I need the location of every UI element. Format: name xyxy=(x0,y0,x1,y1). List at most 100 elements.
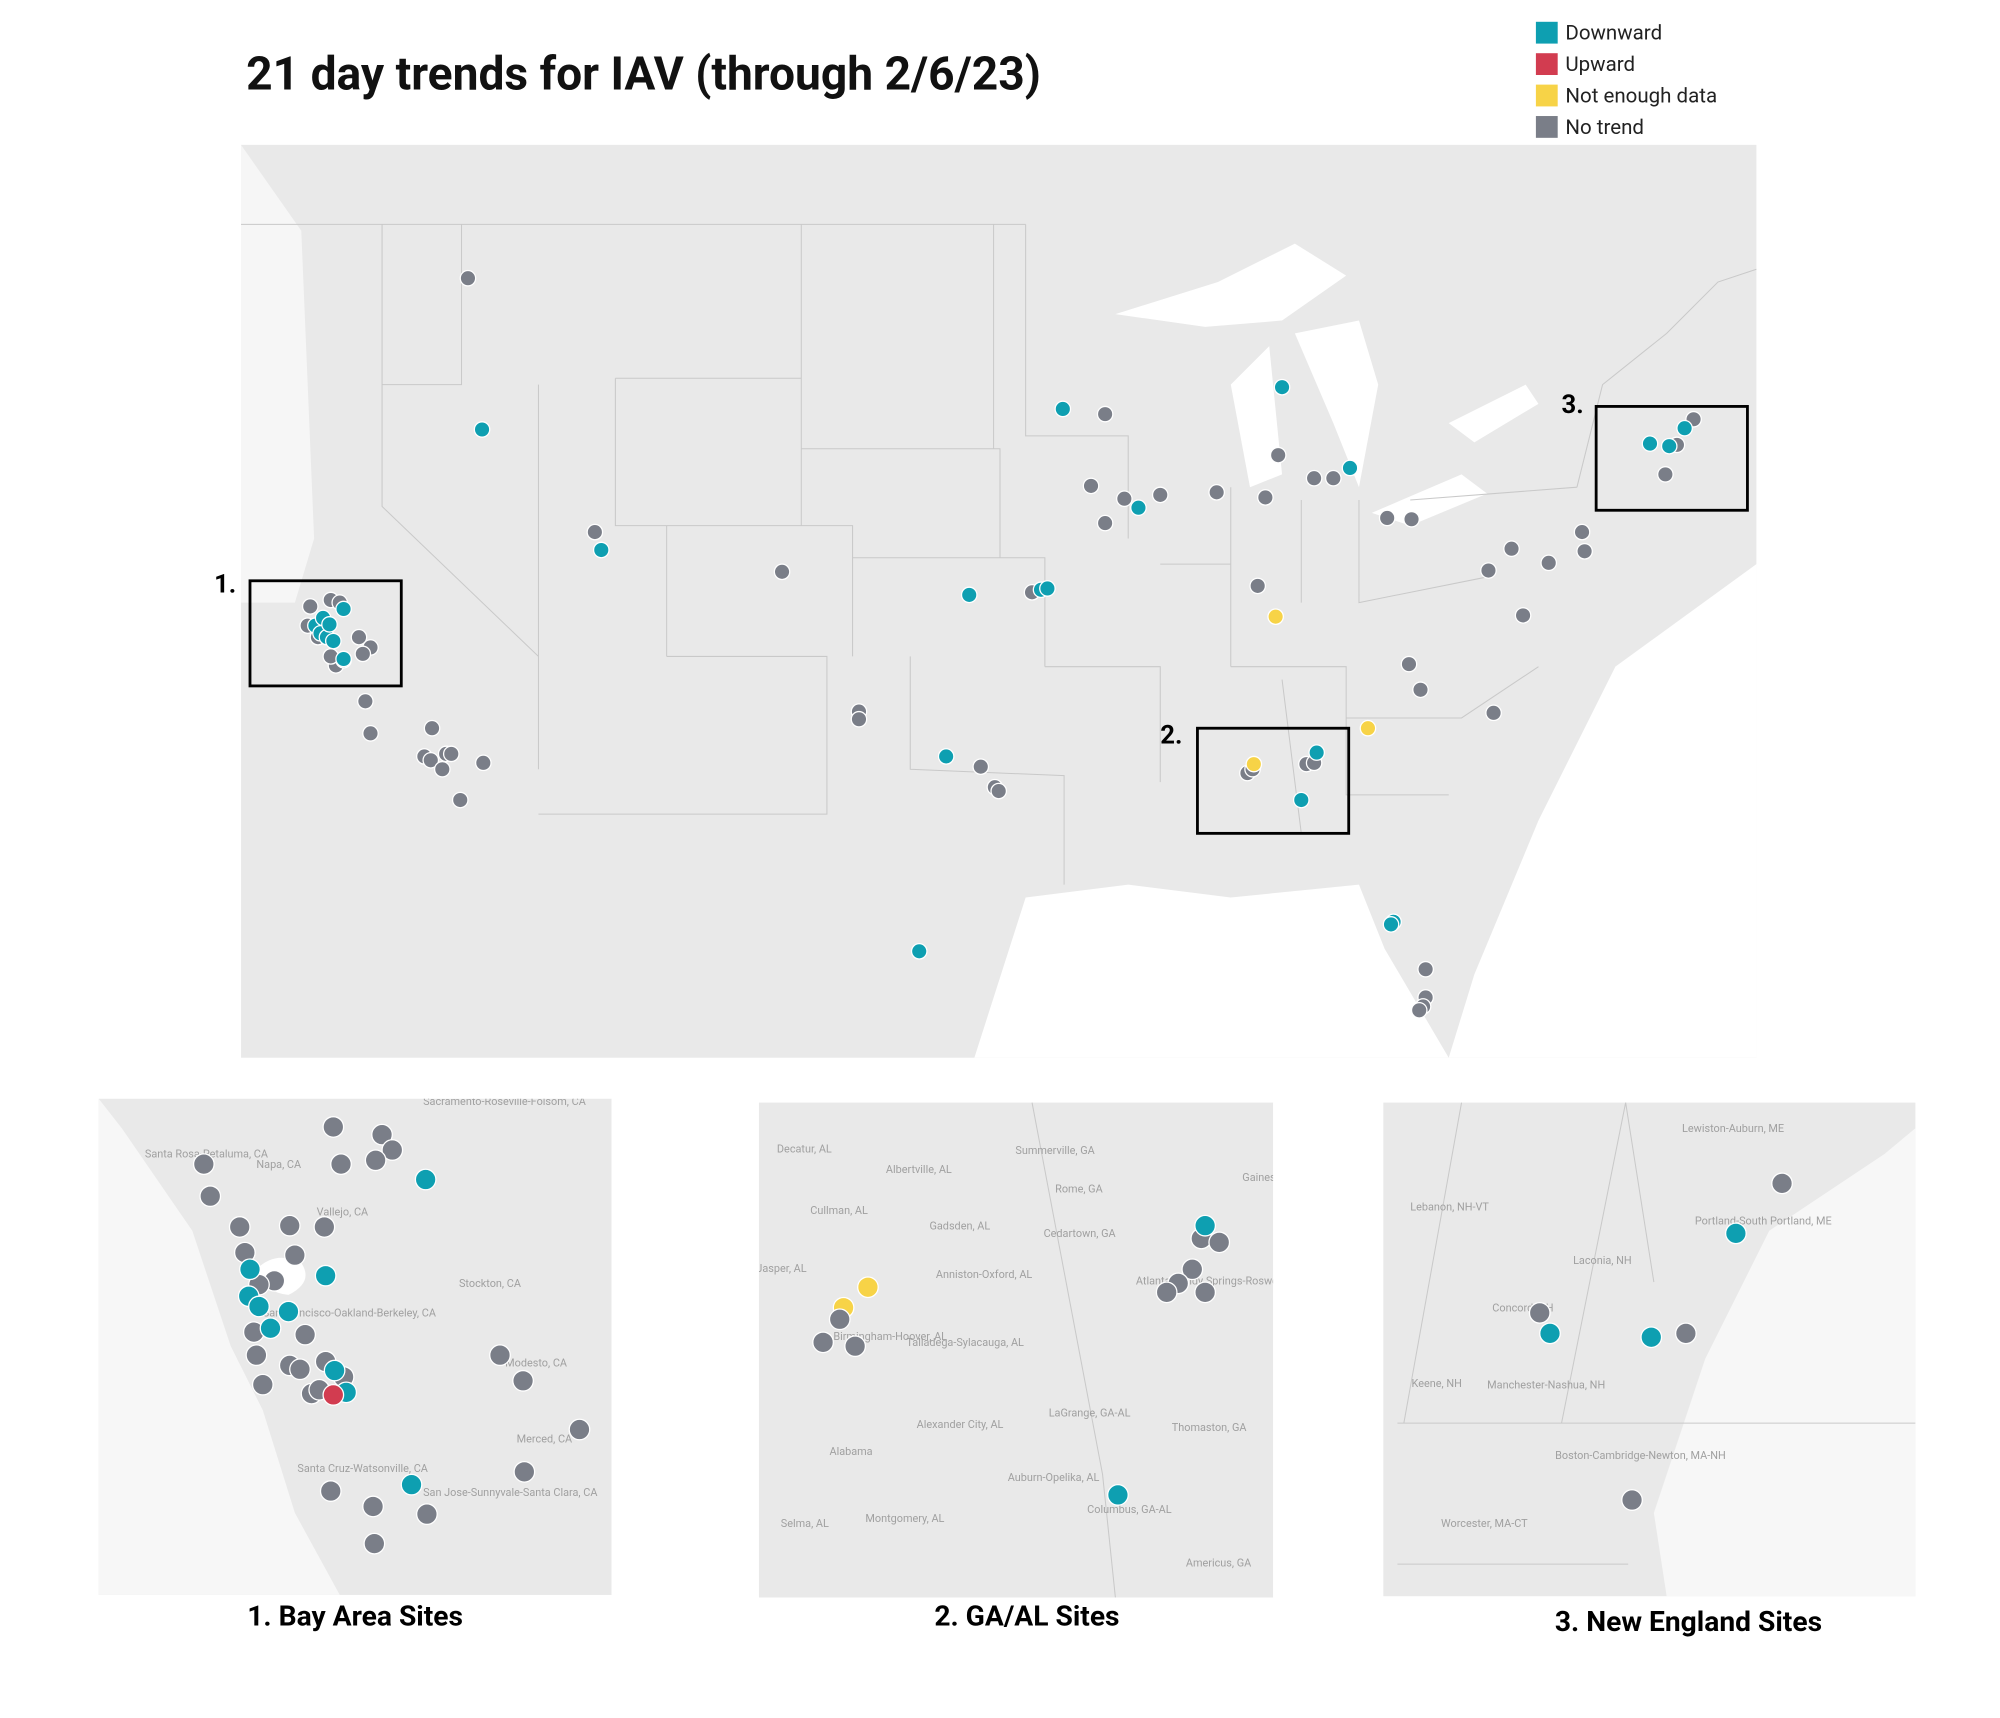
site-marker xyxy=(1208,1231,1231,1254)
site-marker xyxy=(1292,791,1310,809)
site-marker xyxy=(278,1214,301,1237)
place-label: Rome, GA xyxy=(1055,1182,1103,1195)
site-marker xyxy=(1503,540,1520,558)
site-marker xyxy=(259,1317,282,1340)
site-marker xyxy=(489,1344,511,1367)
site-marker xyxy=(1725,1222,1747,1245)
place-label: Vallejo, CA xyxy=(317,1205,368,1218)
site-marker xyxy=(322,1384,345,1406)
site-marker xyxy=(1514,607,1532,624)
site-marker xyxy=(1657,466,1674,483)
site-marker xyxy=(245,1344,268,1367)
site-marker xyxy=(586,523,604,541)
place-label: San Francisco-Oakland-Berkeley, CA xyxy=(263,1307,436,1320)
site-marker xyxy=(192,1153,215,1176)
ocean xyxy=(98,1098,340,1595)
pacific-water xyxy=(241,144,315,603)
place-label: Manchester-Nashua, NH xyxy=(1487,1379,1605,1392)
great-lakes xyxy=(1115,243,1539,526)
site-marker xyxy=(251,1373,274,1396)
site-marker xyxy=(422,751,440,769)
place-label: Americus, GA xyxy=(1186,1557,1251,1570)
site-marker xyxy=(568,1418,591,1441)
place-label: Napa, CA xyxy=(256,1158,301,1171)
site-marker xyxy=(1308,744,1325,761)
place-label: Gadsden, AL xyxy=(929,1220,990,1233)
site-marker xyxy=(451,791,469,809)
place-label: Cedartown, GA xyxy=(1044,1227,1116,1240)
place-label: Santa Cruz-Watsonville, CA xyxy=(297,1462,427,1475)
site-marker xyxy=(1641,435,1659,452)
site-marker xyxy=(283,1244,306,1267)
site-marker xyxy=(1410,1001,1428,1019)
site-marker xyxy=(910,942,928,960)
site-marker xyxy=(442,745,460,763)
site-marker xyxy=(1151,486,1169,504)
region-label: 3. xyxy=(1562,390,1584,420)
site-marker xyxy=(1130,499,1147,517)
site-marker xyxy=(844,1335,867,1358)
gulf-water xyxy=(974,884,1449,1058)
place-label: Thomaston, GA xyxy=(1172,1421,1247,1434)
site-marker xyxy=(321,616,338,633)
site-marker xyxy=(513,1460,536,1483)
site-marker xyxy=(1382,916,1400,933)
site-marker xyxy=(1194,1214,1217,1237)
place-label: Decatur, AL xyxy=(777,1143,832,1156)
site-marker xyxy=(1480,562,1497,579)
site-marker xyxy=(357,692,374,710)
legend-swatch xyxy=(1535,84,1558,107)
place-label: LaGrange, GA-AL xyxy=(1049,1407,1131,1420)
site-marker xyxy=(1400,655,1418,673)
site-marker xyxy=(228,1216,251,1238)
site-marker xyxy=(1341,459,1359,477)
site-marker xyxy=(1359,719,1377,737)
site-marker xyxy=(400,1473,423,1496)
place-label: Worcester, MA-CT xyxy=(1441,1517,1528,1530)
site-marker xyxy=(1640,1326,1663,1349)
site-marker xyxy=(990,782,1008,800)
region-box xyxy=(248,579,403,688)
site-marker xyxy=(335,600,352,618)
atlantic-water xyxy=(1448,564,1757,1058)
site-marker xyxy=(1540,554,1558,572)
site-marker xyxy=(294,1323,317,1346)
site-marker xyxy=(330,1153,352,1176)
site-marker xyxy=(1660,437,1678,455)
place-label: Auburn-Opelika, AL xyxy=(1008,1471,1100,1484)
site-marker xyxy=(381,1139,404,1161)
site-marker xyxy=(335,650,352,668)
site-marker xyxy=(322,1116,345,1138)
region-label: 2. xyxy=(1160,721,1182,751)
site-marker xyxy=(1107,1484,1129,1506)
main-map: 1. 2. 3. xyxy=(214,144,1757,1058)
site-marker xyxy=(1082,477,1100,495)
site-marker xyxy=(248,1295,270,1318)
site-marker xyxy=(475,754,492,772)
site-marker xyxy=(289,1358,311,1381)
place-label: Jasper, AL xyxy=(756,1262,806,1275)
place-label: Boston-Cambridge-Newton, MA-NH xyxy=(1555,1449,1726,1462)
site-marker xyxy=(773,563,791,581)
inset-title: 3. New England Sites xyxy=(1555,1605,1822,1638)
place-label: Columbus, GA-AL xyxy=(1087,1503,1172,1516)
site-marker xyxy=(459,269,477,287)
site-marker xyxy=(363,1532,386,1555)
inset-title: 1. Bay Area Sites xyxy=(247,1600,463,1633)
place-label: San Jose-Sunnyvale-Santa Clara, CA xyxy=(423,1486,597,1499)
place-label: Summerville, GA xyxy=(1015,1144,1094,1157)
title: 21 day trends for IAV (through 2/6/23) xyxy=(246,48,1041,102)
place-label: Merced, CA xyxy=(517,1432,572,1445)
legend-label: Downward xyxy=(1565,22,1662,46)
place-label: Anniston-Oxford, AL xyxy=(936,1268,1033,1281)
site-marker xyxy=(1273,378,1291,396)
site-marker xyxy=(319,1480,342,1502)
legend-swatch xyxy=(1535,116,1558,138)
inset-title: 2. GA/AL Sites xyxy=(934,1600,1119,1633)
legend-swatch xyxy=(1535,53,1558,76)
site-marker xyxy=(512,1369,534,1392)
site-marker xyxy=(1096,514,1114,532)
place-label: Gainesville, GA xyxy=(1242,1171,1314,1184)
site-marker xyxy=(1621,1489,1643,1511)
site-marker xyxy=(354,645,372,663)
